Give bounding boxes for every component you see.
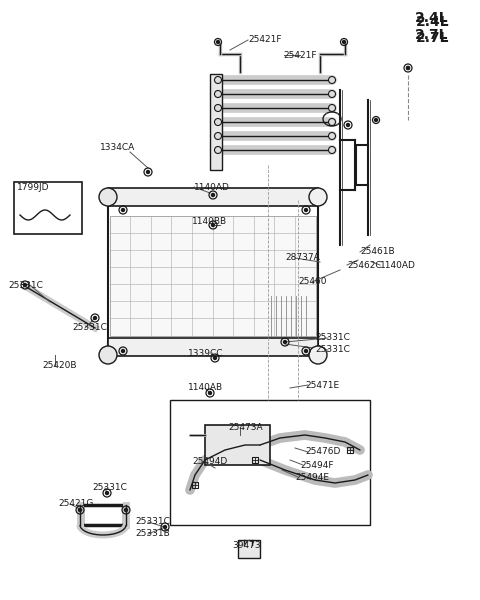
Text: 25421F: 25421F (283, 50, 316, 59)
Text: 25331C: 25331C (8, 280, 43, 289)
Text: 25494E: 25494E (295, 473, 329, 481)
Circle shape (215, 91, 221, 97)
Circle shape (328, 146, 336, 154)
Circle shape (407, 67, 409, 70)
Text: 1140AD: 1140AD (194, 182, 230, 191)
Text: 25471E: 25471E (305, 380, 339, 389)
Ellipse shape (309, 346, 327, 364)
Circle shape (328, 133, 336, 139)
Bar (192, 482, 198, 488)
Text: 25494F: 25494F (300, 461, 334, 469)
Bar (108, 188, 318, 206)
Circle shape (284, 340, 287, 343)
Bar (347, 447, 353, 453)
Text: 39473: 39473 (232, 541, 261, 550)
Circle shape (121, 349, 124, 352)
Text: 25460: 25460 (298, 277, 326, 286)
Circle shape (215, 146, 221, 154)
Circle shape (304, 208, 308, 211)
Text: 2.7L: 2.7L (416, 31, 449, 45)
Circle shape (328, 118, 336, 125)
Ellipse shape (99, 346, 117, 364)
Text: 1799JD: 1799JD (17, 184, 49, 193)
Text: 1339CC: 1339CC (188, 349, 224, 358)
Text: 1140BB: 1140BB (192, 217, 227, 226)
Text: 2.4L: 2.4L (416, 15, 450, 29)
Circle shape (124, 509, 128, 511)
Text: 25461B: 25461B (360, 247, 395, 257)
Circle shape (343, 40, 346, 43)
Circle shape (106, 491, 108, 494)
Text: 25421F: 25421F (248, 35, 281, 44)
Text: 25421G: 25421G (58, 499, 94, 509)
Text: 25331C: 25331C (135, 517, 170, 527)
Circle shape (212, 193, 215, 196)
Ellipse shape (309, 188, 327, 206)
Circle shape (407, 67, 409, 70)
Text: 25494D: 25494D (192, 457, 227, 467)
Text: 25476D: 25476D (305, 448, 340, 457)
Text: 25462C: 25462C (347, 260, 382, 269)
Text: 1334CA: 1334CA (100, 143, 135, 152)
Bar (14, 182, 82, 234)
Text: 1140AB: 1140AB (188, 383, 223, 392)
Text: 25420B: 25420B (42, 361, 76, 370)
Text: 25473A: 25473A (228, 424, 263, 433)
Text: 25331C: 25331C (72, 323, 107, 332)
Circle shape (212, 223, 215, 226)
Circle shape (215, 133, 221, 139)
Circle shape (121, 208, 124, 211)
Circle shape (79, 509, 82, 511)
Bar (210, 74, 222, 170)
Circle shape (215, 104, 221, 112)
Circle shape (24, 283, 26, 286)
Bar (82, 505, 124, 525)
Bar (170, 400, 370, 525)
Circle shape (215, 76, 221, 83)
Circle shape (215, 118, 221, 125)
Text: 25331B: 25331B (135, 529, 170, 539)
Text: 25331C: 25331C (92, 484, 127, 493)
Circle shape (347, 124, 349, 127)
Circle shape (374, 118, 377, 121)
Ellipse shape (99, 188, 117, 206)
Circle shape (304, 349, 308, 352)
Circle shape (328, 91, 336, 97)
Circle shape (208, 391, 212, 395)
Text: 1140AD: 1140AD (380, 260, 416, 269)
Circle shape (216, 40, 219, 43)
Bar (108, 198, 318, 346)
Circle shape (328, 76, 336, 83)
Circle shape (146, 170, 149, 173)
Circle shape (214, 356, 216, 359)
Text: 25331C: 25331C (315, 346, 350, 355)
Text: 28737A: 28737A (285, 253, 320, 263)
Bar (110, 216, 316, 336)
Text: 2.4L: 2.4L (415, 11, 449, 25)
Bar (238, 540, 260, 558)
Circle shape (164, 526, 167, 529)
Bar (205, 425, 270, 465)
Circle shape (328, 104, 336, 112)
Circle shape (94, 317, 96, 319)
Bar (108, 338, 318, 356)
Text: 25331C: 25331C (315, 334, 350, 343)
Text: 2.7L: 2.7L (415, 28, 448, 42)
Bar (252, 457, 258, 463)
